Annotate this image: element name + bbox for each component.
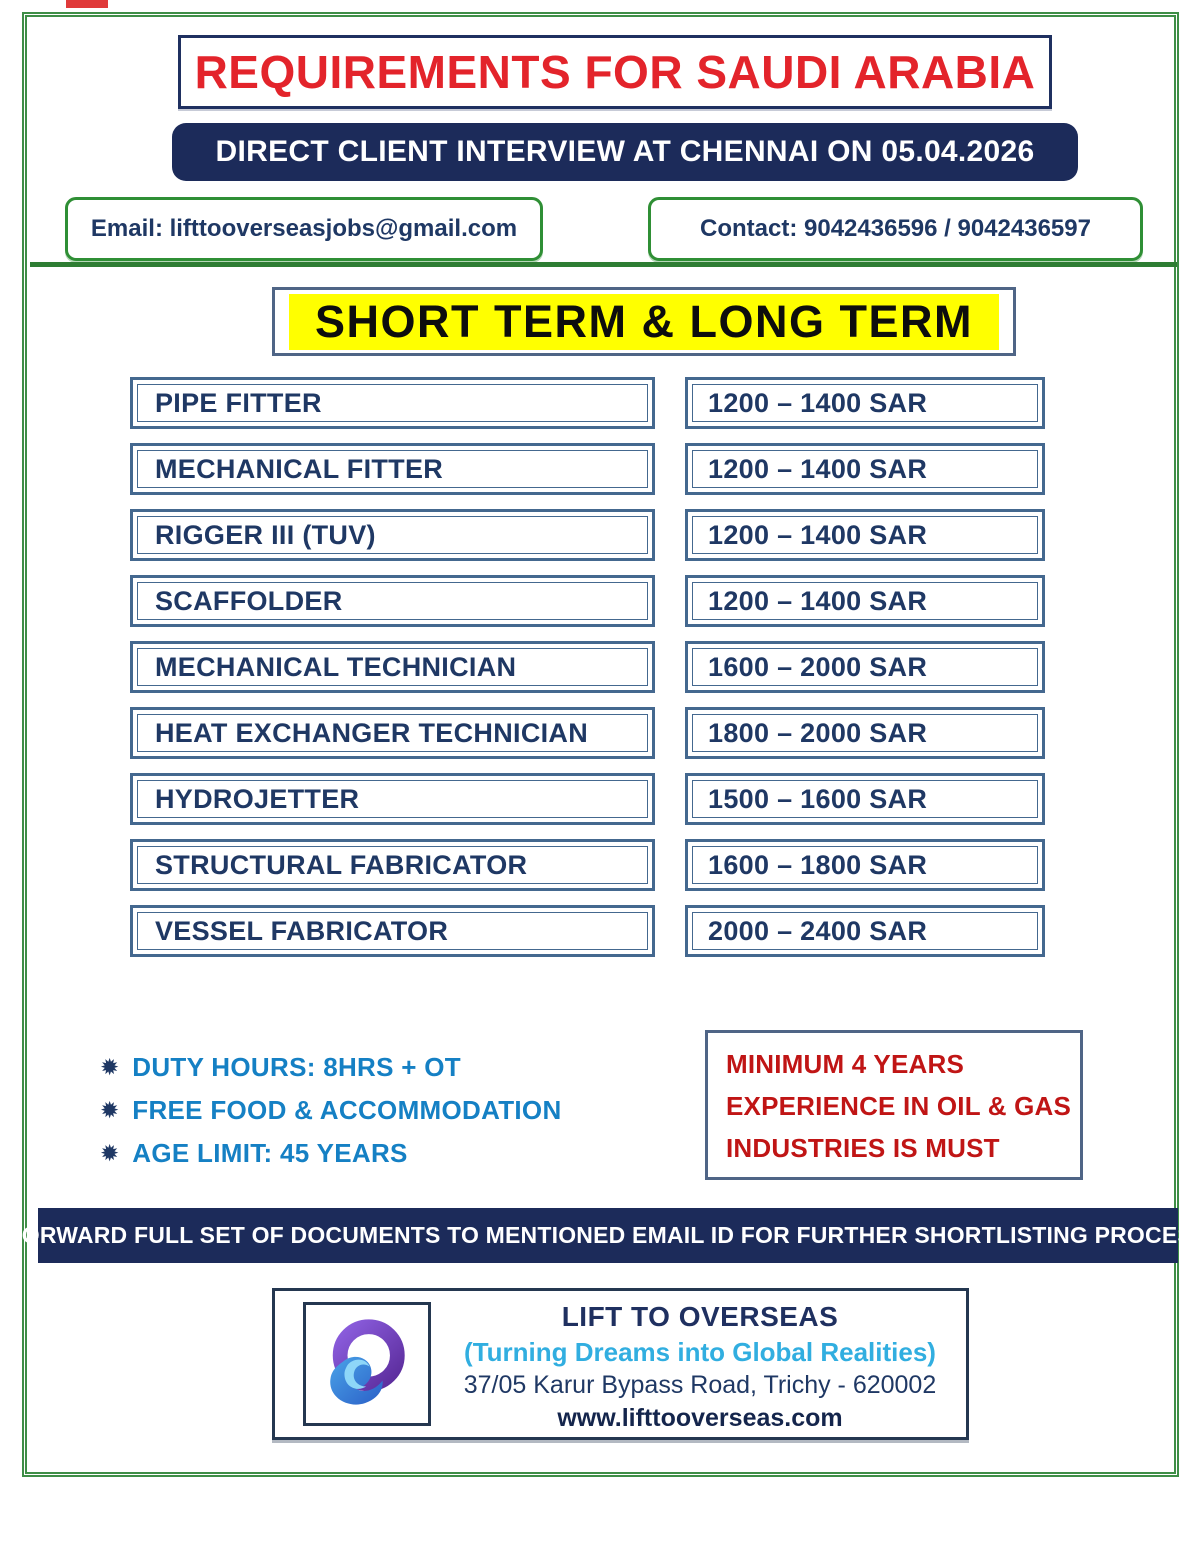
job-salary-box: 1200 – 1400 SAR <box>685 443 1045 495</box>
company-info: LIFT TO OVERSEAS (Turning Dreams into Gl… <box>445 1297 955 1437</box>
job-role-box: STRUCTURAL FABRICATOR <box>130 839 655 891</box>
job-row: SCAFFOLDER 1200 – 1400 SAR <box>130 575 1045 627</box>
logo-frame <box>303 1302 431 1426</box>
job-role-label: MECHANICAL FITTER <box>155 453 444 484</box>
lift-to-overseas-logo <box>330 1319 405 1405</box>
job-row: MECHANICAL TECHNICIAN 1600 – 2000 SAR <box>130 641 1045 693</box>
job-row: MECHANICAL FITTER 1200 – 1400 SAR <box>130 443 1045 495</box>
job-salary-label: 1200 – 1400 SAR <box>708 519 928 550</box>
job-salary-box: 1600 – 2000 SAR <box>685 641 1045 693</box>
job-role-label: MECHANICAL TECHNICIAN <box>155 651 517 682</box>
page-title: REQUIREMENTS FOR SAUDI ARABIA <box>194 46 1036 98</box>
job-role-label: VESSEL FABRICATOR <box>155 915 449 946</box>
benefit-label: FREE FOOD & ACCOMMODATION <box>132 1095 562 1125</box>
star-bullet-icon: ✹ <box>100 1054 120 1080</box>
experience-note-box: MINIMUM 4 YEARS EXPERIENCE IN OIL & GAS … <box>705 1030 1083 1180</box>
benefit-item: ✹ FREE FOOD & ACCOMMODATION <box>100 1089 660 1132</box>
email-box: Email: lifttooverseasjobs@gmail.com <box>65 197 543 261</box>
job-salary-box: 1200 – 1400 SAR <box>685 509 1045 561</box>
company-footer-card: LIFT TO OVERSEAS (Turning Dreams into Gl… <box>272 1288 969 1440</box>
section-heading-box: SHORT TERM & LONG TERM <box>272 287 1016 356</box>
benefit-label: AGE LIMIT: 45 YEARS <box>132 1138 408 1168</box>
benefit-item: ✹ DUTY HOURS: 8HRS + OT <box>100 1046 660 1089</box>
job-role-label: STRUCTURAL FABRICATOR <box>155 849 528 880</box>
scan-artifact <box>66 0 108 8</box>
experience-note-line: INDUSTRIES IS MUST <box>726 1133 1000 1163</box>
job-salary-label: 1500 – 1600 SAR <box>708 783 928 814</box>
job-salary-box: 1800 – 2000 SAR <box>685 707 1045 759</box>
job-salary-box: 1500 – 1600 SAR <box>685 773 1045 825</box>
company-tagline: (Turning Dreams into Global Realities) <box>464 1336 936 1367</box>
contact-box: Contact: 9042436596 / 9042436597 <box>648 197 1143 261</box>
star-bullet-icon: ✹ <box>100 1140 120 1166</box>
job-role-label: SCAFFOLDER <box>155 585 343 616</box>
job-row: RIGGER III (TUV) 1200 – 1400 SAR <box>130 509 1045 561</box>
contact-text: Contact: 9042436596 / 9042436597 <box>700 215 1091 242</box>
job-row: VESSEL FABRICATOR 2000 – 2400 SAR <box>130 905 1045 957</box>
interview-banner-text: DIRECT CLIENT INTERVIEW AT CHENNAI ON 05… <box>215 135 1035 168</box>
shortlisting-banner: FORWARD FULL SET OF DOCUMENTS TO MENTION… <box>8 1208 1200 1263</box>
page-border-frame <box>22 12 1179 1477</box>
job-salary-label: 1800 – 2000 SAR <box>708 717 928 748</box>
company-website: www.lifttooverseas.com <box>557 1403 843 1432</box>
benefits-list: ✹ DUTY HOURS: 8HRS + OT ✹ FREE FOOD & AC… <box>100 1046 660 1175</box>
job-row: STRUCTURAL FABRICATOR 1600 – 1800 SAR <box>130 839 1045 891</box>
job-role-label: RIGGER III (TUV) <box>155 519 376 550</box>
job-salary-label: 2000 – 2400 SAR <box>708 915 928 946</box>
job-salary-label: 1600 – 2000 SAR <box>708 651 928 682</box>
job-salary-label: 1600 – 1800 SAR <box>708 849 928 880</box>
interview-banner: DIRECT CLIENT INTERVIEW AT CHENNAI ON 05… <box>172 123 1078 181</box>
job-role-box: MECHANICAL FITTER <box>130 443 655 495</box>
job-role-box: HYDROJETTER <box>130 773 655 825</box>
benefit-label: DUTY HOURS: 8HRS + OT <box>132 1052 461 1082</box>
company-name: LIFT TO OVERSEAS <box>561 1301 839 1332</box>
email-text: Email: lifttooverseasjobs@gmail.com <box>90 215 518 242</box>
job-role-box: MECHANICAL TECHNICIAN <box>130 641 655 693</box>
job-salary-label: 1200 – 1400 SAR <box>708 387 928 418</box>
job-role-label: PIPE FITTER <box>155 387 322 418</box>
job-row: HEAT EXCHANGER TECHNICIAN 1800 – 2000 SA… <box>130 707 1045 759</box>
job-salary-label: 1200 – 1400 SAR <box>708 453 928 484</box>
job-salary-box: 1200 – 1400 SAR <box>685 377 1045 429</box>
jobs-table: PIPE FITTER 1200 – 1400 SAR MECHANICAL F… <box>130 377 1045 971</box>
job-salary-box: 1600 – 1800 SAR <box>685 839 1045 891</box>
company-address: 37/05 Karur Bypass Road, Trichy - 620002 <box>463 1371 937 1400</box>
job-role-box: SCAFFOLDER <box>130 575 655 627</box>
job-role-label: HEAT EXCHANGER TECHNICIAN <box>155 717 589 748</box>
star-bullet-icon: ✹ <box>100 1097 120 1123</box>
shortlisting-banner-text: FORWARD FULL SET OF DOCUMENTS TO MENTION… <box>7 1222 1200 1248</box>
job-salary-box: 1200 – 1400 SAR <box>685 575 1045 627</box>
job-row: HYDROJETTER 1500 – 1600 SAR <box>130 773 1045 825</box>
job-role-box: HEAT EXCHANGER TECHNICIAN <box>130 707 655 759</box>
job-role-label: HYDROJETTER <box>155 783 360 814</box>
benefit-item: ✹ AGE LIMIT: 45 YEARS <box>100 1132 660 1175</box>
job-row: PIPE FITTER 1200 – 1400 SAR <box>130 377 1045 429</box>
green-divider <box>30 262 1177 267</box>
job-role-box: RIGGER III (TUV) <box>130 509 655 561</box>
title-box: REQUIREMENTS FOR SAUDI ARABIA <box>178 35 1052 109</box>
experience-note-line: EXPERIENCE IN OIL & GAS <box>726 1091 1072 1121</box>
job-salary-box: 2000 – 2400 SAR <box>685 905 1045 957</box>
job-role-box: VESSEL FABRICATOR <box>130 905 655 957</box>
experience-note-line: MINIMUM 4 YEARS <box>726 1049 964 1079</box>
job-salary-label: 1200 – 1400 SAR <box>708 585 928 616</box>
section-heading: SHORT TERM & LONG TERM <box>289 293 999 350</box>
job-role-box: PIPE FITTER <box>130 377 655 429</box>
